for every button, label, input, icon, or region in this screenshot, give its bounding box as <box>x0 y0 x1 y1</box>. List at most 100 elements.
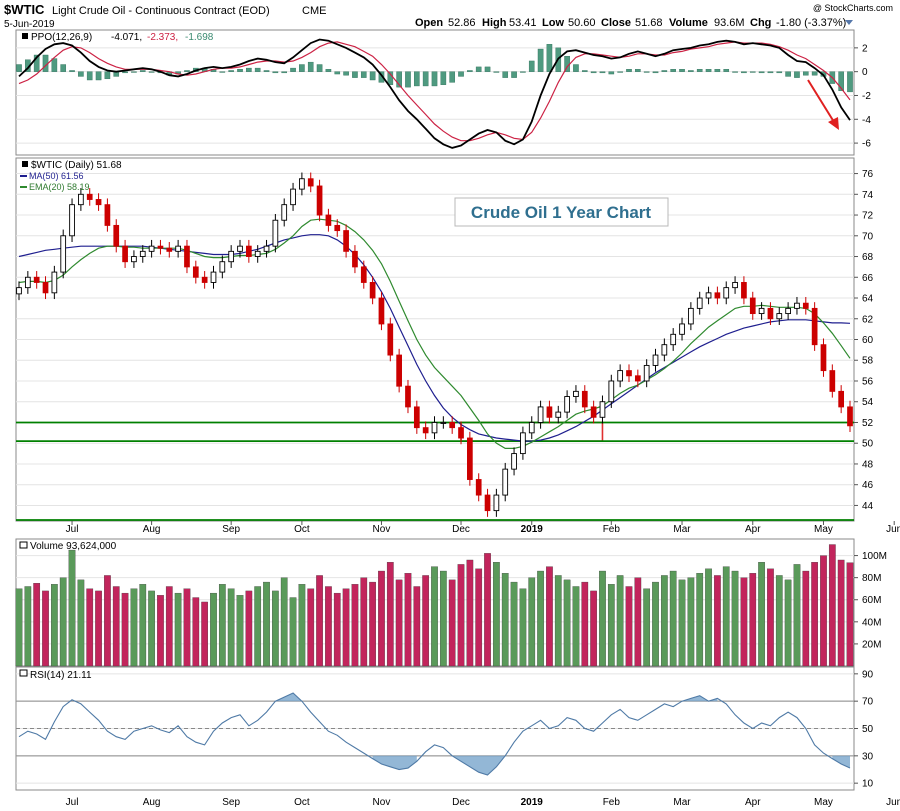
price-legend: $WTIC (Daily) 51.68 MA(50) 61.56 EMA(20)… <box>20 160 122 192</box>
candle-body <box>838 390 845 408</box>
volume-bar <box>802 570 810 667</box>
rsi-x-tick-label: Mar <box>673 797 691 808</box>
ppo-histogram-bar <box>449 71 455 83</box>
ppo-histogram-bar <box>95 71 102 81</box>
price-x-tick-label: Dec <box>452 524 470 535</box>
price-tick-label: 60 <box>862 335 874 346</box>
candle-body <box>157 245 164 249</box>
ppo-histogram-bar <box>431 71 438 87</box>
volume-bar <box>546 566 553 667</box>
candle-body <box>688 307 694 325</box>
volume-bar <box>493 562 500 667</box>
volume-bar <box>307 588 315 667</box>
volume-bar <box>77 579 85 667</box>
ppo-pane <box>15 29 855 156</box>
volume-bar <box>183 588 191 667</box>
arrow-shaft <box>807 79 835 123</box>
rsi-x-tick-label: Dec <box>452 797 470 808</box>
ppo-histogram-bar <box>458 71 464 77</box>
ppo-histogram-bar <box>802 71 809 76</box>
candle-body <box>723 287 730 299</box>
volume-bar <box>714 575 721 667</box>
volume-bar <box>740 577 748 667</box>
ppo-histogram-bar <box>263 70 270 72</box>
candle-body <box>829 370 836 392</box>
candle-body <box>652 354 659 366</box>
volume-bar <box>227 588 235 667</box>
ppo-histogram-bar <box>732 71 738 73</box>
candle-body <box>493 494 500 512</box>
ppo-histogram-bar <box>184 70 190 72</box>
ppo-tick-label: -2 <box>862 91 871 102</box>
volume-bar <box>501 573 509 667</box>
ppo-histogram-bar <box>581 70 588 72</box>
rsi-x-tick-label: Feb <box>603 797 621 808</box>
symbol: $WTIC <box>4 2 45 17</box>
candle-body <box>104 204 111 226</box>
price-tick-label: 46 <box>862 480 874 491</box>
candle-body <box>139 250 146 257</box>
volume-bar <box>767 568 774 667</box>
candle-body <box>131 256 137 263</box>
price-legend-main: $WTIC (Daily) 51.68 <box>31 160 122 171</box>
price-x-tick-label: Jul <box>66 524 79 535</box>
candle-body <box>352 250 358 268</box>
dropdown-triangle-icon[interactable] <box>845 20 853 25</box>
ppo-histogram-bar <box>546 44 553 72</box>
ppo-histogram-bar <box>122 71 128 74</box>
volume-bar <box>625 586 633 667</box>
candle-body <box>69 204 75 237</box>
low-label: Low <box>542 17 564 29</box>
exchange: CME <box>302 5 326 17</box>
volume-bar <box>112 586 120 667</box>
volume-bar <box>24 586 32 667</box>
volume-bar <box>828 544 836 667</box>
volume-bar <box>395 579 403 667</box>
volume-bar <box>245 590 253 667</box>
volume-bar <box>33 583 41 667</box>
candle-body <box>192 266 199 278</box>
volume-bar <box>669 570 677 667</box>
price-tick-label: 62 <box>862 314 874 325</box>
ppo-histogram-bar <box>741 71 747 74</box>
volume-bar <box>519 588 527 667</box>
volume-bar <box>687 577 695 667</box>
candle-body <box>369 282 376 299</box>
candle-body <box>811 307 818 346</box>
ppo-legend: PPO(12,26,9) -4.071, -2.373, -1.698 <box>22 32 214 43</box>
ppo-histogram-bar <box>352 71 358 78</box>
volume-bar <box>121 592 129 667</box>
candle-body <box>546 406 553 418</box>
candle-body <box>316 185 323 216</box>
candle-body <box>537 406 544 423</box>
volume-bar <box>634 577 642 667</box>
volume-bar <box>422 575 430 667</box>
candle-body <box>714 292 721 299</box>
price-tick-label: 58 <box>862 356 874 367</box>
ppo-histogram-bar <box>749 71 756 73</box>
candle-body <box>148 245 155 252</box>
volume-bar <box>386 562 394 667</box>
rsi-x-tick-label: Jul <box>66 797 79 808</box>
ppo-histogram-bar <box>360 71 367 78</box>
volume-bar <box>139 584 147 667</box>
volume-layer: 100M 80M 60M 40M 20M <box>15 544 887 667</box>
ppo-histogram-bar <box>307 61 314 72</box>
candle-body <box>847 406 853 427</box>
candle-body <box>60 235 67 273</box>
volume-bar <box>342 588 350 667</box>
rsi-tick-label: 10 <box>862 779 874 790</box>
ppo-histogram-bar <box>723 69 730 72</box>
volume-bar <box>475 568 483 667</box>
ppo-legend-name: PPO(12,26,9) <box>31 32 92 43</box>
candle-body <box>272 219 279 247</box>
volume-bar <box>749 573 757 667</box>
volume-tick-label: 80M <box>862 573 881 584</box>
candle-body <box>334 224 341 232</box>
copyright: @ StockCharts.com <box>813 3 893 13</box>
volume-bar <box>484 553 491 667</box>
volume-bar <box>59 577 67 667</box>
candle-body <box>449 422 456 429</box>
ppo-histogram-bar <box>617 71 623 73</box>
